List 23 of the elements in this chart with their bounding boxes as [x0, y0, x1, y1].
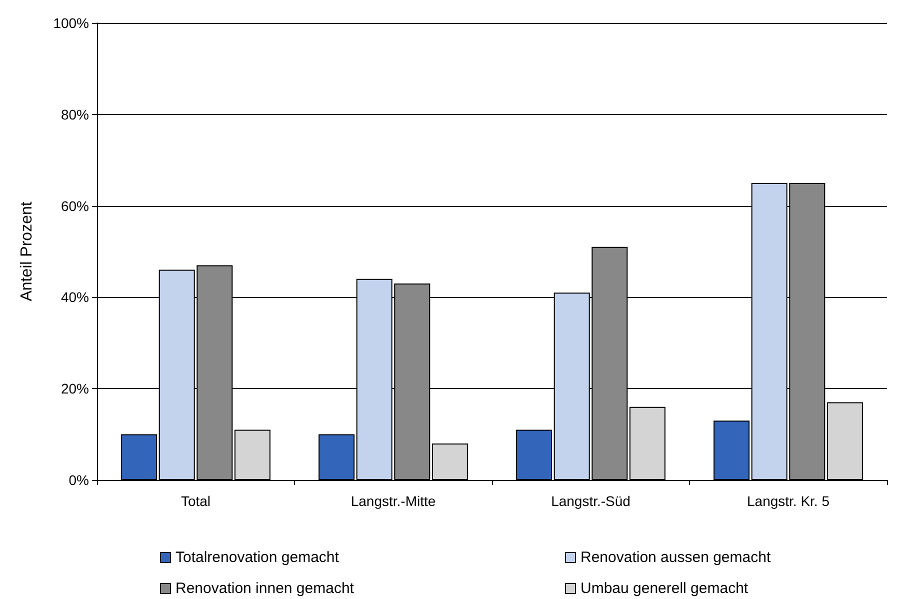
y-tick-label: 60%: [60, 198, 89, 214]
y-tick-label: 20%: [60, 380, 89, 397]
y-axis-title: Anteil Prozent: [18, 201, 36, 302]
legend-label: Renovation innen gemacht: [176, 580, 355, 597]
bar: [714, 420, 750, 480]
bar: [826, 402, 863, 480]
legend-label: Umbau generell gemacht: [580, 580, 749, 597]
y-tick-label: 100%: [53, 15, 89, 31]
x-tick-label: Langstr.-Süd: [551, 493, 630, 509]
bar: [629, 406, 666, 480]
x-tick-label: Langstr.-Mitte: [350, 493, 436, 509]
x-tick-label: Total: [180, 493, 211, 509]
legend-label: Renovation aussen gemacht: [580, 549, 772, 566]
x-tick-label: Langstr. Kr. 5: [747, 493, 830, 509]
y-tick-label: 0%: [68, 472, 89, 488]
bar: [432, 443, 468, 480]
y-tick-label: 80%: [60, 106, 89, 122]
bar: [516, 430, 552, 480]
y-tick-label: 40%: [60, 289, 89, 306]
bar: [121, 434, 158, 480]
bar: [318, 434, 355, 480]
legend-label: Totalrenovation gemacht: [176, 549, 340, 566]
bar: [234, 430, 270, 480]
